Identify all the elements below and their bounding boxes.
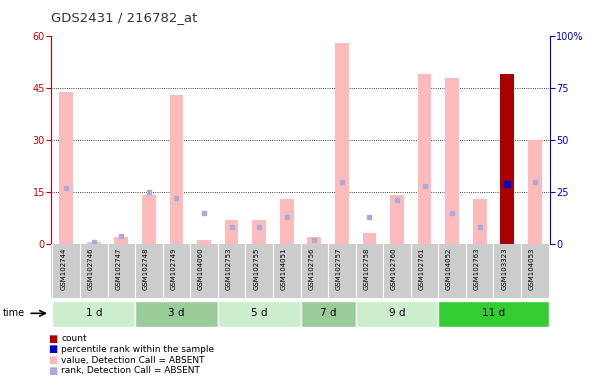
Text: GSM102753: GSM102753 [225, 248, 231, 290]
Text: GSM102744: GSM102744 [60, 248, 66, 290]
Text: percentile rank within the sample: percentile rank within the sample [61, 345, 215, 354]
Bar [87, 242, 101, 244]
Text: GSM102757: GSM102757 [336, 248, 342, 290]
Bar [418, 74, 432, 244]
Bar [445, 78, 459, 244]
Bar [135, 301, 218, 327]
Text: 11 d: 11 d [482, 308, 505, 318]
Bar [307, 237, 321, 244]
Text: GSM103323: GSM103323 [501, 248, 507, 290]
Text: 7 d: 7 d [320, 308, 337, 318]
Bar [390, 195, 404, 244]
Text: GSM104051: GSM104051 [281, 248, 287, 290]
Text: GDS2431 / 216782_at: GDS2431 / 216782_at [51, 12, 198, 25]
Bar [500, 74, 514, 244]
Bar [280, 199, 294, 244]
Bar [362, 233, 376, 244]
Text: GSM104053: GSM104053 [529, 248, 535, 290]
Text: GSM102760: GSM102760 [391, 248, 397, 290]
Text: GSM102747: GSM102747 [115, 248, 121, 290]
Text: time: time [3, 308, 25, 318]
Text: rank, Detection Call = ABSENT: rank, Detection Call = ABSENT [61, 366, 200, 376]
Text: ■: ■ [48, 355, 57, 365]
Text: ■: ■ [48, 366, 57, 376]
Bar [356, 301, 438, 327]
Bar [252, 220, 266, 244]
Text: GSM102749: GSM102749 [171, 248, 177, 290]
Text: 1 d: 1 d [85, 308, 102, 318]
Text: 3 d: 3 d [168, 308, 185, 318]
Text: GSM102763: GSM102763 [474, 248, 480, 290]
Text: GSM102761: GSM102761 [418, 248, 424, 290]
Bar [114, 237, 128, 244]
Text: GSM102758: GSM102758 [364, 248, 370, 290]
Bar [225, 220, 239, 244]
Bar [142, 195, 156, 244]
Text: count: count [61, 334, 87, 343]
Bar [335, 43, 349, 244]
Text: GSM102756: GSM102756 [308, 248, 314, 290]
Text: 5 d: 5 d [251, 308, 267, 318]
Text: value, Detection Call = ABSENT: value, Detection Call = ABSENT [61, 356, 205, 365]
Text: ■: ■ [48, 344, 57, 354]
Bar [52, 301, 135, 327]
Bar [197, 240, 211, 244]
Text: ■: ■ [48, 334, 57, 344]
Text: GSM102746: GSM102746 [88, 248, 94, 290]
Text: GSM104060: GSM104060 [198, 248, 204, 290]
Bar [528, 140, 542, 244]
Bar [218, 301, 300, 327]
Bar [169, 95, 183, 244]
Bar [300, 301, 356, 327]
Bar [438, 301, 549, 327]
Text: GSM102748: GSM102748 [143, 248, 149, 290]
Text: GSM104052: GSM104052 [446, 248, 452, 290]
Text: GSM102755: GSM102755 [253, 248, 259, 290]
Text: 9 d: 9 d [389, 308, 405, 318]
Bar [59, 92, 73, 244]
Bar [473, 199, 487, 244]
